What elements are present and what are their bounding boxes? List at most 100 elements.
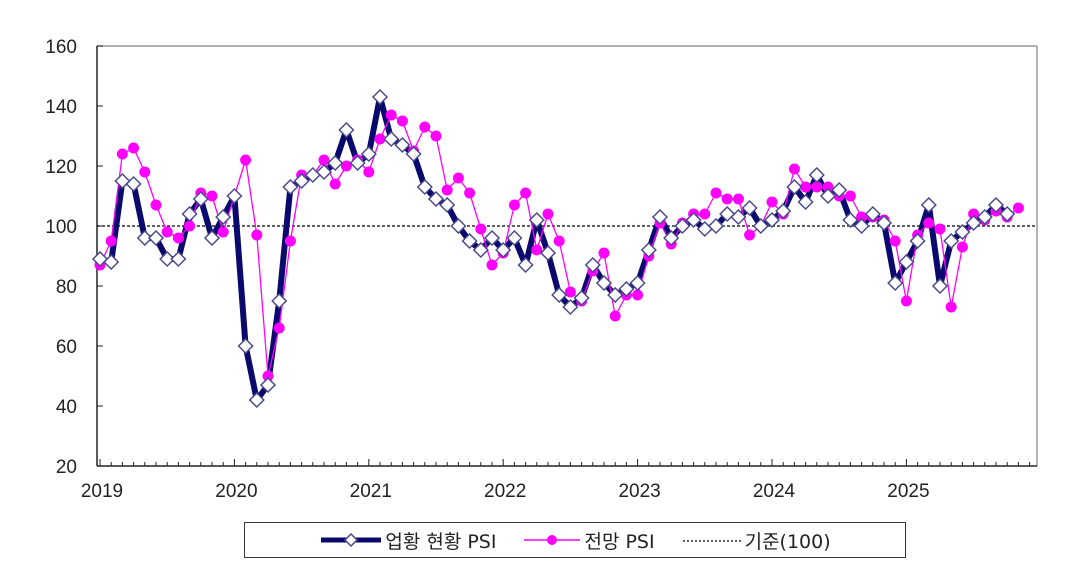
current-psi-marker <box>943 232 960 250</box>
legend-label: 업황 현황 PSI <box>385 530 497 553</box>
current-psi-marker <box>797 193 814 211</box>
outlook-psi-marker <box>900 295 912 307</box>
current-psi-marker <box>394 136 411 154</box>
current-psi-marker <box>528 211 545 229</box>
current-psi-marker <box>271 292 288 310</box>
legend-label: 기준(100) <box>744 530 831 553</box>
current-psi-marker <box>91 250 109 268</box>
current-psi-marker <box>976 208 993 226</box>
current-psi-marker <box>416 178 433 196</box>
current-psi-marker <box>483 229 501 247</box>
outlook-psi-marker <box>923 217 935 229</box>
outlook-psi-marker <box>710 187 722 199</box>
outlook-psi-marker <box>788 163 800 175</box>
current-psi-marker <box>887 274 904 292</box>
outlook-psi-marker <box>844 190 856 202</box>
current-psi-marker <box>819 187 837 205</box>
outlook-psi-marker <box>206 190 218 202</box>
outlook-psi-marker <box>520 187 532 199</box>
y-tick-label: 120 <box>45 157 77 178</box>
current-psi-marker <box>999 205 1016 223</box>
outlook-psi-marker <box>161 226 173 238</box>
current-psi-marker <box>259 376 277 394</box>
current-psi-marker <box>618 280 635 298</box>
current-psi-marker <box>808 166 825 184</box>
y-tick-label: 80 <box>56 277 77 298</box>
outlook-psi-marker <box>251 229 263 241</box>
current-psi-marker <box>159 250 176 268</box>
current-psi-marker <box>685 211 702 229</box>
current-psi-marker <box>763 211 781 229</box>
chart-legend: 업황 현황 PSI 전망 PSI 기준(100) <box>244 522 906 558</box>
outlook-psi-marker <box>486 259 498 271</box>
current-psi-marker <box>248 391 265 409</box>
current-psi-marker <box>203 229 221 247</box>
outlook-psi-marker <box>150 199 162 211</box>
outlook-psi-marker <box>262 370 274 382</box>
current-psi-marker <box>663 229 680 247</box>
legend-swatch-diamond-line-icon <box>321 532 382 548</box>
x-tick-label: 2020 <box>215 481 257 502</box>
current-psi-marker <box>338 121 355 139</box>
current-psi-marker <box>506 229 523 247</box>
outlook-psi-marker <box>430 130 442 142</box>
current-psi-marker <box>584 256 601 274</box>
current-psi-marker <box>450 217 467 235</box>
chart-series <box>91 88 1024 409</box>
current-psi-marker <box>562 298 579 316</box>
outlook-psi-marker <box>217 226 229 238</box>
legend-item-current-psi: 업황 현황 PSI <box>319 527 496 554</box>
current-psi-marker <box>931 277 949 295</box>
current-psi-marker <box>472 241 489 259</box>
outlook-psi-marker <box>632 289 644 301</box>
outlook-psi-marker <box>172 232 184 244</box>
current-psi-marker <box>707 217 725 235</box>
outlook-psi-marker <box>732 193 744 205</box>
x-tick-label: 2019 <box>81 481 123 502</box>
current-psi-marker <box>360 145 377 163</box>
current-psi-marker <box>629 274 646 292</box>
outlook-psi-marker <box>475 223 487 235</box>
outlook-psi-marker <box>531 244 543 256</box>
current-psi-marker <box>192 190 209 208</box>
current-psi-marker <box>640 241 657 259</box>
y-tick-label: 100 <box>45 217 77 238</box>
current-psi-marker <box>954 223 971 241</box>
outlook-psi-marker <box>968 208 980 220</box>
current-psi-marker <box>875 214 893 232</box>
current-psi-marker <box>831 181 848 199</box>
outlook-psi-marker <box>744 229 756 241</box>
current-psi-marker <box>719 205 736 223</box>
outlook-psi-marker <box>721 193 733 205</box>
outlook-psi-marker <box>105 235 117 247</box>
y-tick-label: 20 <box>56 457 77 478</box>
current-psi-marker <box>383 130 400 148</box>
outlook-psi-marker <box>340 160 352 172</box>
outlook-psi-marker <box>318 154 330 166</box>
current-psi-marker <box>842 211 859 229</box>
current-psi-marker <box>730 208 747 226</box>
current-psi-marker <box>920 196 937 214</box>
outlook-psi-marker <box>934 223 946 235</box>
outlook-psi-marker <box>542 208 554 220</box>
series-current-psi-line <box>99 94 1010 403</box>
current-psi-marker <box>539 244 557 262</box>
current-psi-marker <box>439 196 456 214</box>
outlook-psi-marker <box>553 235 565 247</box>
current-psi-marker <box>853 217 870 235</box>
outlook-psi-marker <box>452 172 464 184</box>
current-psi-marker <box>405 145 422 163</box>
outlook-psi-marker <box>699 208 711 220</box>
current-psi-marker <box>293 172 310 190</box>
current-psi-marker <box>864 205 881 223</box>
y-tick-label: 40 <box>56 397 77 418</box>
x-tick-label: 2023 <box>618 481 660 502</box>
y-tick-label: 160 <box>45 37 77 58</box>
current-psi-marker <box>125 175 142 193</box>
legend-swatch-circle-line-icon <box>524 535 581 545</box>
current-psi-marker <box>371 88 389 106</box>
chart-axes: 20 40 60 80 100 120 140 160 2019 2020 2021 2022 2023… <box>45 37 1038 502</box>
current-psi-marker <box>595 274 613 292</box>
current-psi-marker <box>315 163 333 181</box>
outlook-psi-marker <box>374 133 386 145</box>
